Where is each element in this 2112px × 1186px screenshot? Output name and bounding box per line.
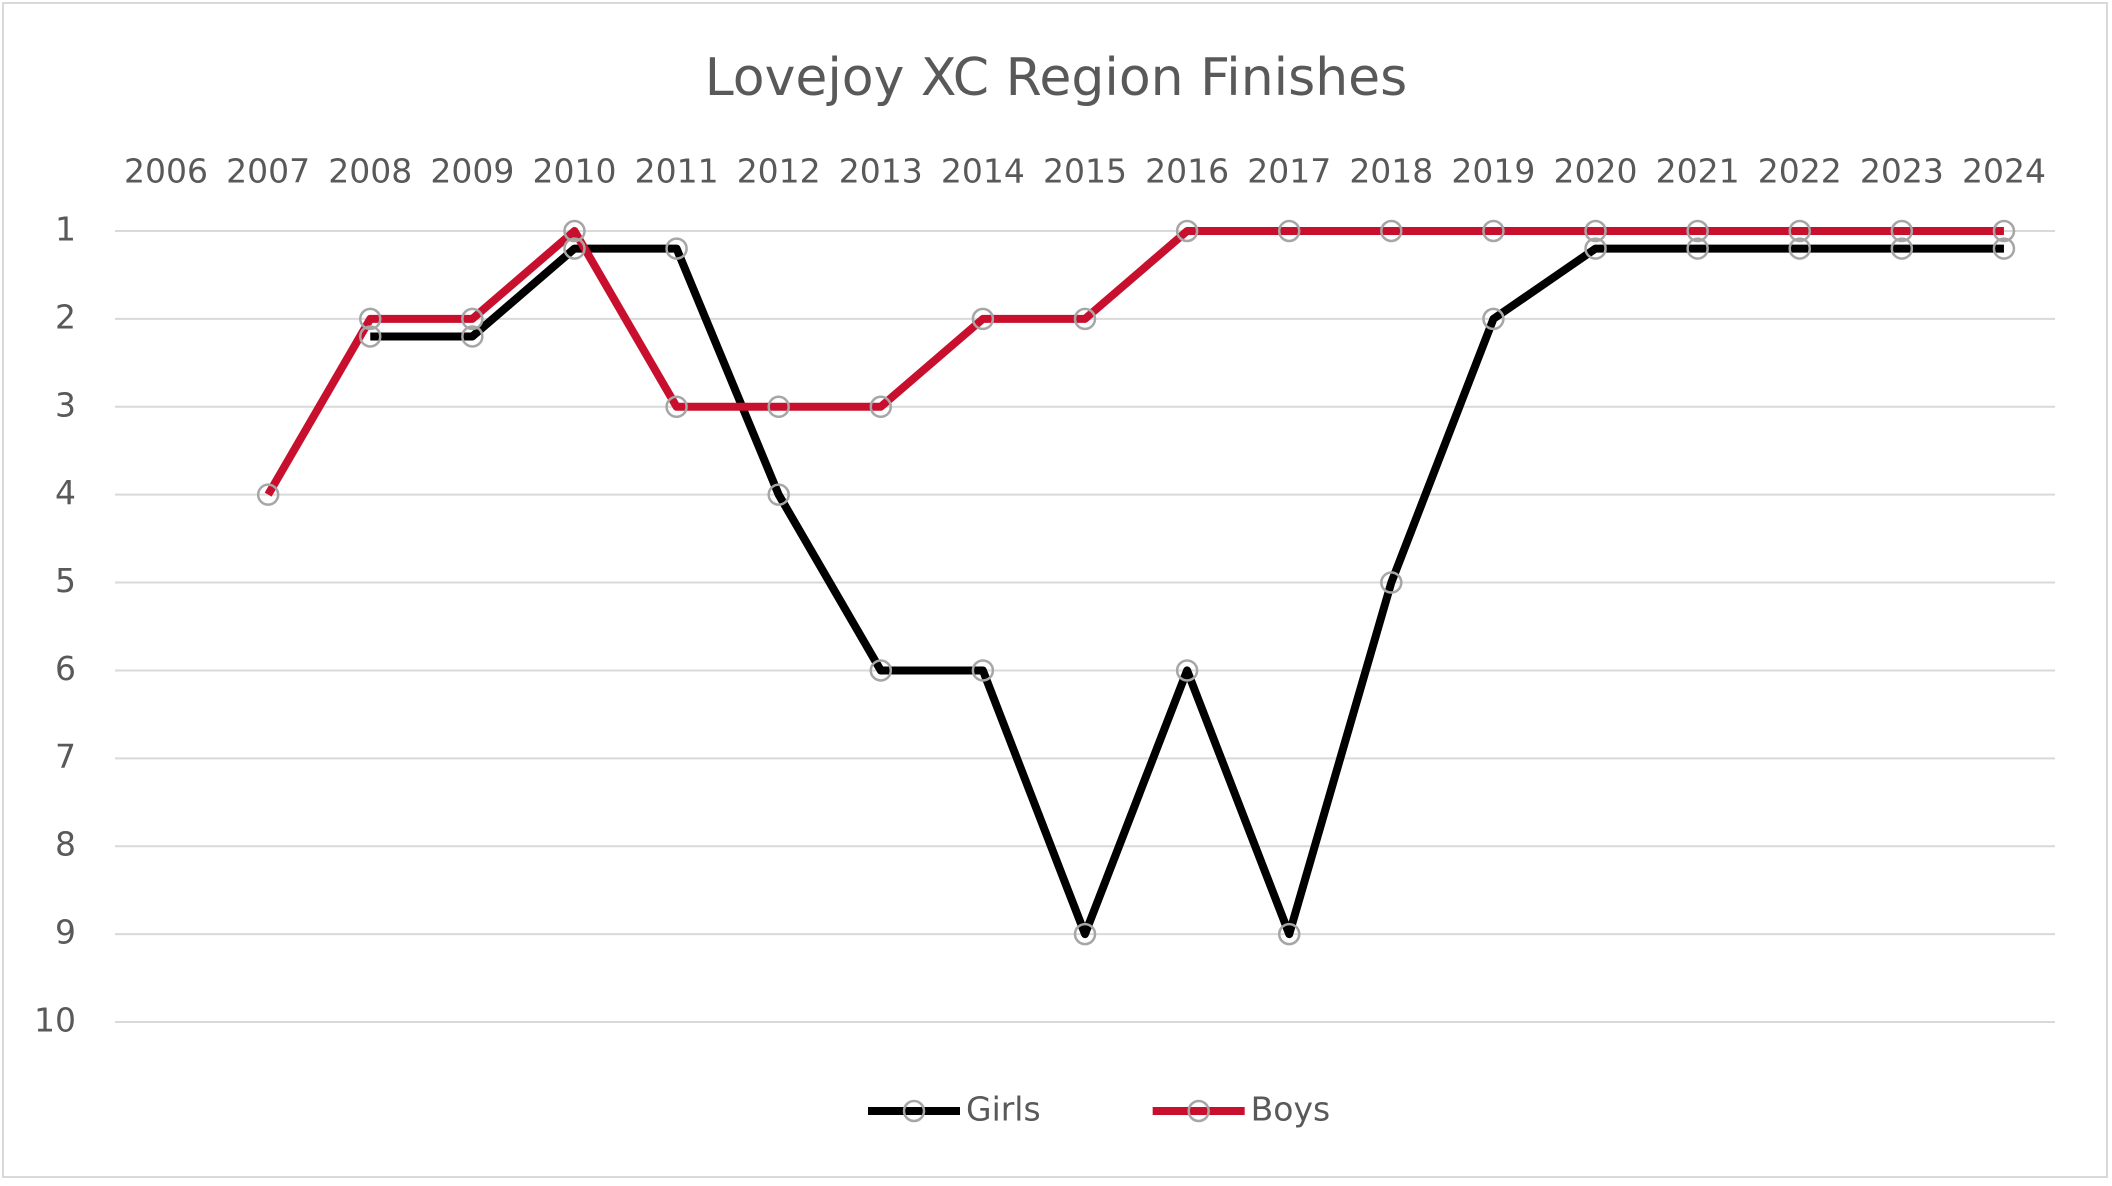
marker <box>1992 237 2016 260</box>
marker <box>359 307 382 331</box>
marker <box>1277 219 1301 243</box>
x-tick-label: 2022 <box>1758 152 1842 191</box>
marker <box>1788 219 1811 243</box>
marker <box>1482 307 1505 331</box>
x-tick-label: 2019 <box>1451 152 1535 191</box>
y-tick-label: 1 <box>55 210 76 249</box>
legend-marker <box>902 1099 926 1123</box>
marker <box>1175 659 1199 682</box>
x-tick-label: 2023 <box>1860 152 1944 191</box>
y-tick-label: 10 <box>34 1001 76 1040</box>
marker <box>256 483 280 506</box>
marker <box>359 325 382 348</box>
marker <box>1788 237 1811 260</box>
marker <box>767 483 790 506</box>
chart-title: Lovejoy XC Region Finishes <box>705 48 1408 108</box>
x-tick-label: 2020 <box>1554 152 1638 191</box>
x-tick-label: 2007 <box>226 152 310 191</box>
marker <box>1584 219 1607 243</box>
marker <box>1584 237 1607 260</box>
x-tick-label: 2013 <box>839 152 923 191</box>
marker <box>1073 922 1097 946</box>
x-tick-label: 2011 <box>635 152 719 191</box>
marker <box>1890 219 1914 243</box>
marker <box>665 237 688 260</box>
marker <box>1890 237 1914 260</box>
marker <box>1380 571 1403 594</box>
legend-label: Boys <box>1251 1090 1331 1129</box>
y-tick-label: 5 <box>55 561 76 600</box>
marker <box>971 307 995 331</box>
marker <box>1992 219 2016 243</box>
marker <box>1175 219 1199 243</box>
marker <box>1073 307 1097 331</box>
marker <box>563 219 586 243</box>
y-tick-label: 2 <box>55 297 76 336</box>
y-tick-label: 9 <box>55 913 76 952</box>
y-tick-label: 4 <box>55 473 76 512</box>
marker <box>869 395 893 419</box>
marker <box>971 659 995 682</box>
x-tick-label: 2017 <box>1247 152 1331 191</box>
x-tick-label: 2024 <box>1962 152 2046 191</box>
x-tick-label: 2015 <box>1043 152 1127 191</box>
x-tick-label: 2010 <box>532 152 616 191</box>
legend-label: Girls <box>966 1090 1041 1129</box>
legend-marker <box>1187 1099 1210 1123</box>
marker <box>461 325 484 348</box>
marker <box>665 395 688 419</box>
x-tick-label: 2008 <box>328 152 412 191</box>
marker <box>767 395 790 419</box>
x-tick-label: 2018 <box>1349 152 1433 191</box>
series-line <box>264 227 2004 497</box>
x-tick-label: 2009 <box>430 152 514 191</box>
marker <box>1482 219 1505 243</box>
marker <box>1686 237 1709 260</box>
series-line <box>370 244 2004 939</box>
x-tick-label: 2012 <box>737 152 821 191</box>
marker <box>461 307 484 331</box>
x-tick-label: 2014 <box>941 152 1025 191</box>
y-tick-label: 8 <box>55 825 76 864</box>
y-tick-label: 7 <box>55 737 76 776</box>
x-tick-label: 2021 <box>1656 152 1740 191</box>
marker <box>563 237 586 260</box>
x-tick-label: 2016 <box>1145 152 1229 191</box>
y-tick-label: 3 <box>55 385 76 424</box>
marker <box>1686 219 1709 243</box>
marker <box>869 659 893 682</box>
marker <box>1277 922 1301 946</box>
x-tick-label: 2006 <box>124 152 208 191</box>
marker <box>1380 219 1403 243</box>
y-tick-label: 6 <box>55 649 76 688</box>
